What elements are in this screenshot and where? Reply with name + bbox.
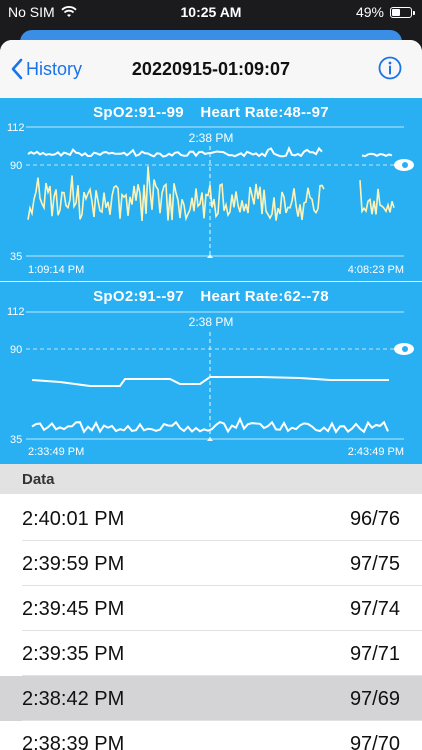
spo2-range: SpO2:91--97 bbox=[93, 288, 184, 305]
status-bar: No SIM 10:25 AM 49% bbox=[0, 0, 422, 26]
wifi-icon bbox=[61, 6, 77, 17]
carrier-label: No SIM bbox=[8, 4, 55, 20]
data-section-title: Data bbox=[22, 471, 55, 488]
heart-rate-series-line bbox=[31, 416, 389, 434]
detail-chart-canvas[interactable] bbox=[0, 282, 422, 464]
spo2-series-line-2 bbox=[361, 152, 393, 158]
status-right: 49% bbox=[355, 4, 415, 20]
y-axis-label-mid: 90 bbox=[10, 160, 23, 172]
y-axis-label-bottom: 35 bbox=[10, 434, 23, 446]
row-time: 2:38:42 PM bbox=[22, 688, 125, 710]
row-value: 97/69 bbox=[349, 688, 400, 710]
end-time-label: 2:43:49 PM bbox=[347, 446, 404, 458]
row-time: 2:40:01 PM bbox=[22, 508, 125, 530]
range-handle-icon[interactable] bbox=[394, 343, 414, 355]
spo2-series-line bbox=[31, 376, 389, 387]
data-section-header: Data bbox=[0, 464, 422, 494]
list-item[interactable]: 2:38:39 PM 97/70 bbox=[0, 721, 422, 750]
overview-chart[interactable]: SpO2:91--99 Heart Rate:48--97 112 2:38 P… bbox=[0, 98, 422, 281]
status-time: 10:25 AM bbox=[180, 4, 242, 20]
end-time-label: 4:08:23 PM bbox=[347, 264, 404, 276]
cursor-time-label: 2:38 PM bbox=[188, 315, 234, 329]
list-item[interactable]: 2:39:59 PM 97/75 bbox=[0, 541, 422, 586]
battery-percent: 49% bbox=[355, 4, 384, 20]
list-item-selected[interactable]: 2:38:42 PM 97/69 bbox=[0, 676, 422, 721]
navigation-bar: History 20220915-01:09:07 bbox=[0, 40, 422, 99]
range-handle-icon[interactable] bbox=[394, 159, 414, 171]
battery-fill bbox=[392, 8, 401, 16]
y-axis-label-top: 112 bbox=[7, 306, 25, 318]
row-time: 2:38:39 PM bbox=[22, 733, 125, 750]
start-time-label: 2:33:49 PM bbox=[28, 446, 85, 458]
list-item[interactable]: 2:39:45 PM 97/74 bbox=[0, 586, 422, 631]
chart-header: SpO2:91--97 Heart Rate:62--78 bbox=[0, 288, 422, 305]
heart-rate-series-line-2 bbox=[359, 180, 395, 215]
page-title: 20220915-01:09:07 bbox=[131, 59, 291, 79]
cursor-marker bbox=[207, 254, 213, 258]
battery-icon bbox=[390, 6, 415, 18]
status-left: No SIM bbox=[8, 4, 77, 20]
row-value: 97/71 bbox=[349, 643, 400, 665]
row-value: 96/76 bbox=[349, 508, 400, 530]
cursor-time-label: 2:38 PM bbox=[188, 131, 234, 145]
history-detail-sheet: History 20220915-01:09:07 SpO2:91- bbox=[0, 40, 422, 750]
y-axis-label-top: 112 bbox=[7, 122, 25, 134]
list-item[interactable]: 2:39:35 PM 97/71 bbox=[0, 631, 422, 676]
chevron-left-icon bbox=[11, 58, 23, 80]
cursor-marker bbox=[207, 437, 213, 441]
row-value: 97/75 bbox=[349, 553, 400, 575]
back-button-label: History bbox=[26, 58, 83, 79]
list-item[interactable]: 2:40:01 PM 96/76 bbox=[0, 496, 422, 541]
y-axis-label-mid: 90 bbox=[10, 344, 23, 356]
row-divider bbox=[22, 675, 422, 676]
start-time-label: 1:09:14 PM bbox=[28, 264, 85, 276]
detail-chart[interactable]: SpO2:91--97 Heart Rate:62--78 112 2:38 P… bbox=[0, 282, 422, 464]
y-axis-label-bottom: 35 bbox=[10, 251, 23, 263]
heart-rate-range: Heart Rate:62--78 bbox=[200, 288, 329, 305]
row-divider bbox=[22, 540, 422, 541]
back-button[interactable]: History bbox=[10, 58, 82, 80]
spo2-series-line bbox=[27, 146, 323, 158]
row-divider bbox=[22, 630, 422, 631]
row-value: 97/74 bbox=[349, 598, 400, 620]
spo2-range: SpO2:91--99 bbox=[93, 104, 184, 121]
row-time: 2:39:35 PM bbox=[22, 643, 125, 665]
heart-rate-series-line bbox=[27, 166, 325, 222]
heart-rate-range: Heart Rate:48--97 bbox=[200, 104, 329, 121]
row-divider bbox=[22, 585, 422, 586]
row-divider bbox=[22, 720, 422, 721]
chart-header: SpO2:91--99 Heart Rate:48--97 bbox=[0, 104, 422, 121]
overview-chart-canvas[interactable] bbox=[0, 98, 422, 281]
info-icon[interactable] bbox=[378, 56, 402, 80]
row-time: 2:39:59 PM bbox=[22, 553, 125, 575]
row-time: 2:39:45 PM bbox=[22, 598, 125, 620]
row-value: 97/70 bbox=[349, 733, 400, 750]
